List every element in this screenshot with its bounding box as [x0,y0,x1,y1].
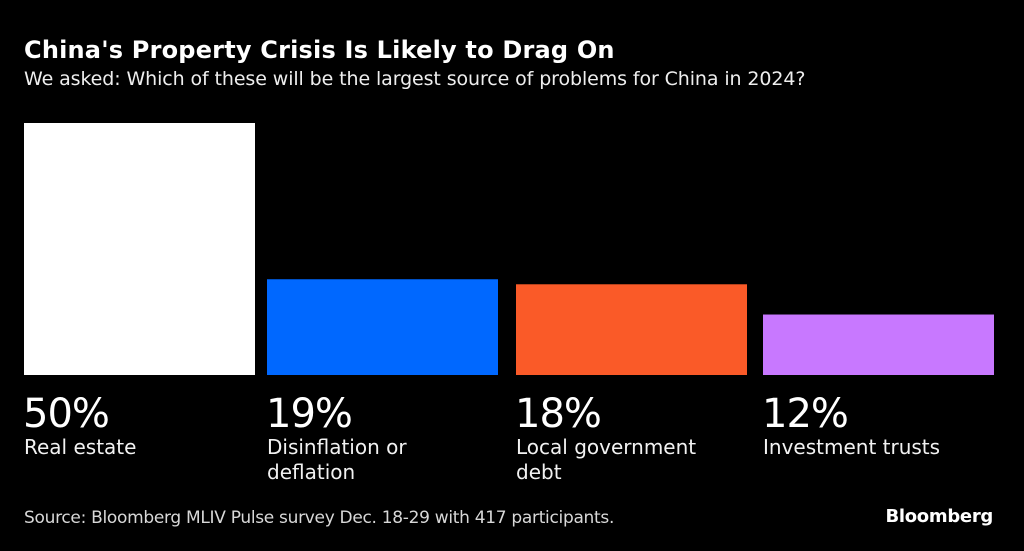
category-label: Local government debt [516,435,751,485]
category-label-line: Real estate [24,435,137,459]
category-label: Investment trusts [763,435,998,460]
bloomberg-logo: Bloomberg [885,506,993,527]
value-label: 50% [23,391,110,437]
bar-local-government-debt [516,284,747,375]
category-label-line: debt [516,460,562,484]
category-label: Disinflation or deflation [267,435,502,485]
category-label-line: Local government [516,435,697,459]
bar-real-estate [24,123,255,375]
bar-investment-trusts [763,314,994,375]
bar-disinflation-or-deflation [267,279,498,375]
source-note: Source: Bloomberg MLIV Pulse survey Dec.… [24,508,615,528]
value-label: 18% [515,391,602,437]
category-label: Real estate [24,435,259,460]
category-label-line: deflation [267,460,356,484]
category-label-line: Disinflation or [267,435,407,459]
chart-title: China's Property Crisis Is Likely to Dra… [24,36,615,64]
value-label: 12% [762,391,849,437]
chart-subtitle: We asked: Which of these will be the lar… [24,68,806,90]
value-label: 19% [266,391,353,437]
category-label-line: Investment trusts [763,435,941,459]
